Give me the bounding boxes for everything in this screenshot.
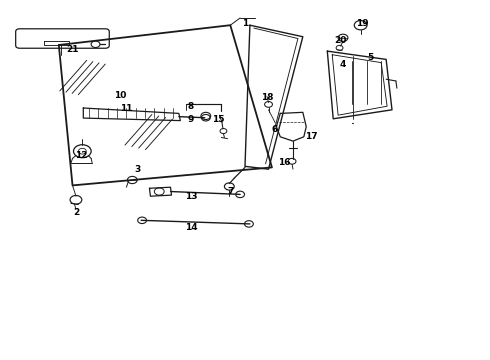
Text: 9: 9 [188, 115, 195, 124]
Text: 16: 16 [278, 158, 291, 167]
Text: 3: 3 [134, 165, 140, 174]
Text: 10: 10 [114, 91, 126, 100]
Text: 8: 8 [188, 102, 194, 111]
Text: 14: 14 [185, 223, 197, 232]
Text: 11: 11 [120, 104, 133, 112]
Text: 6: 6 [271, 125, 277, 134]
Text: 18: 18 [261, 94, 273, 102]
Text: 4: 4 [340, 60, 346, 69]
Text: 12: 12 [74, 151, 87, 160]
Text: 13: 13 [185, 192, 197, 201]
Text: 21: 21 [66, 45, 79, 54]
Text: 2: 2 [73, 208, 79, 217]
Text: 5: 5 [367, 53, 373, 62]
Text: 1: 1 [242, 19, 248, 28]
Text: 7: 7 [227, 187, 234, 196]
Text: 17: 17 [305, 132, 318, 141]
Text: 19: 19 [356, 19, 369, 28]
Text: 20: 20 [334, 36, 347, 45]
Text: 15: 15 [212, 115, 224, 124]
